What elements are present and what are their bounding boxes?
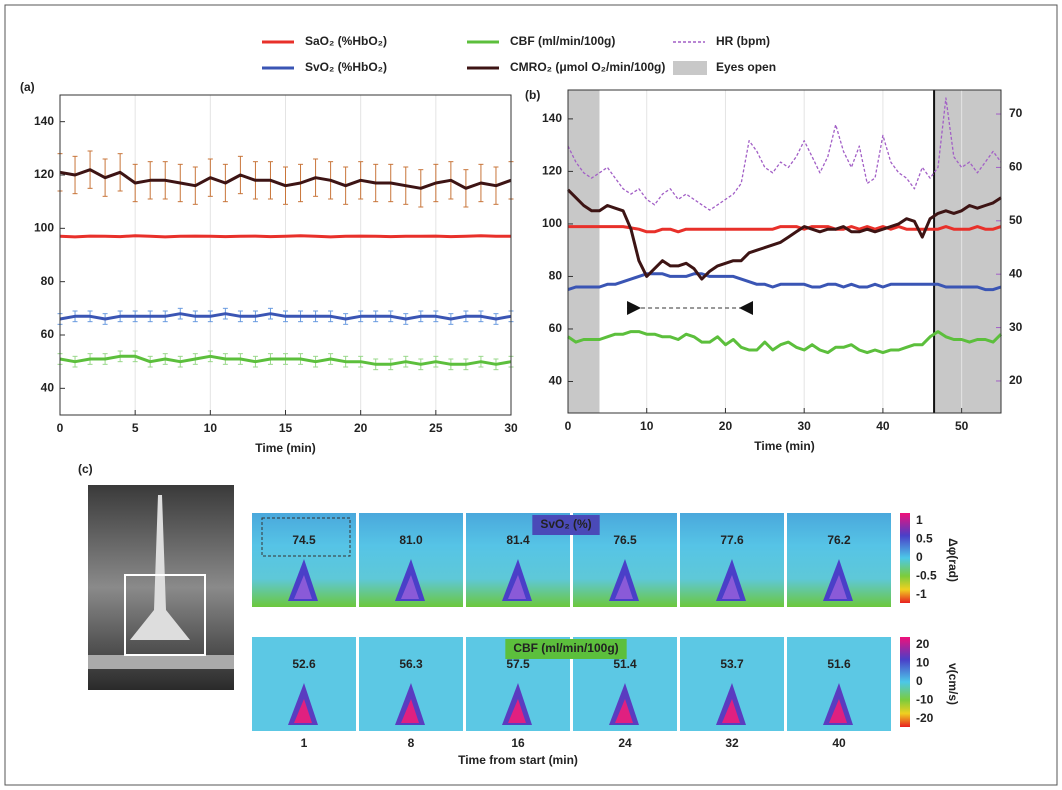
x-axis-label: Time from start (min) — [458, 753, 578, 767]
x-tick-label: 20 — [719, 419, 733, 433]
y-tick-label: 140 — [34, 114, 54, 128]
map-value: 81.0 — [399, 533, 423, 547]
y-tick-label: 140 — [542, 111, 562, 125]
y2-tick-label: 30 — [1009, 320, 1023, 334]
time-label: 1 — [301, 736, 308, 750]
x-tick-label: 10 — [204, 421, 218, 435]
legend-label: SaO₂ (%HbO₂) — [305, 34, 387, 48]
colorbar-tick-label: 20 — [916, 637, 930, 651]
map-value: 52.6 — [292, 657, 316, 671]
row-title: CBF (ml/min/100g) — [513, 641, 618, 655]
colorbar-label: Δφ(rad) — [946, 538, 960, 582]
panel-label: (a) — [20, 80, 35, 94]
legend-swatch — [673, 61, 707, 75]
x-tick-label: 10 — [640, 419, 654, 433]
colorbar-tick-label: 10 — [916, 656, 930, 670]
x-tick-label: 0 — [565, 419, 572, 433]
legend-label: SvO₂ (%HbO₂) — [305, 60, 387, 74]
time-label: 24 — [618, 736, 632, 750]
y2-tick-label: 60 — [1009, 160, 1023, 174]
colorbar-tick-label: 0 — [916, 550, 923, 564]
data-line — [60, 236, 511, 237]
x-tick-label: 30 — [798, 419, 812, 433]
x-tick-label: 50 — [955, 419, 969, 433]
y2-tick-label: 20 — [1009, 373, 1023, 387]
x-tick-label: 5 — [132, 421, 139, 435]
legend-label: CMRO₂ (μmol O₂/min/100g) — [510, 60, 665, 74]
map-value: 77.6 — [720, 533, 744, 547]
colorbar-label: v(cm/s) — [946, 663, 960, 705]
y-tick-label: 60 — [549, 321, 563, 335]
y2-tick-label: 40 — [1009, 266, 1023, 280]
y-tick-label: 40 — [549, 374, 563, 388]
y-tick-label: 80 — [41, 274, 55, 288]
colorbar-tick-label: 0 — [916, 674, 923, 688]
map-value: 56.3 — [399, 657, 423, 671]
map-value: 76.5 — [613, 533, 637, 547]
shaded-region — [934, 90, 1001, 413]
map-value: 57.5 — [506, 657, 530, 671]
map-value: 81.4 — [506, 533, 530, 547]
x-tick-label: 40 — [876, 419, 890, 433]
time-label: 40 — [832, 736, 846, 750]
y2-tick-label: 50 — [1009, 213, 1023, 227]
x-axis-label: Time (min) — [255, 441, 315, 455]
colorbar-tick-label: -1 — [916, 587, 927, 601]
figure: SaO₂ (%HbO₂) CBF (ml/min/100g) HR (bpm) SvO… — [0, 0, 1062, 790]
time-label: 16 — [511, 736, 525, 750]
colorbar-tick-label: -20 — [916, 711, 934, 725]
x-axis-label: Time (min) — [754, 439, 814, 453]
map-value: 74.5 — [292, 533, 316, 547]
colorbar-tick-label: -10 — [916, 693, 934, 707]
panel-label: (c) — [78, 462, 93, 476]
x-tick-label: 25 — [429, 421, 443, 435]
y-tick-label: 120 — [34, 167, 54, 181]
colorbar — [900, 637, 910, 727]
time-label: 32 — [725, 736, 739, 750]
legend-label: HR (bpm) — [716, 34, 770, 48]
colorbar-tick-label: 0.5 — [916, 532, 933, 546]
legend-label: Eyes open — [716, 60, 776, 74]
x-tick-label: 20 — [354, 421, 368, 435]
y-tick-label: 120 — [542, 164, 562, 178]
shaded-region — [568, 90, 599, 413]
y-tick-label: 100 — [542, 216, 562, 230]
panel-label: (b) — [525, 88, 540, 102]
y-tick-label: 100 — [34, 221, 54, 235]
mri-band — [88, 655, 234, 669]
colorbar-tick-label: 1 — [916, 513, 923, 527]
colorbar-tick-label: -0.5 — [916, 569, 937, 583]
y-tick-label: 60 — [41, 327, 55, 341]
y-tick-label: 40 — [41, 381, 55, 395]
colorbar — [900, 513, 910, 603]
y2-tick-label: 70 — [1009, 106, 1023, 120]
map-value: 76.2 — [827, 533, 851, 547]
x-tick-label: 0 — [57, 421, 64, 435]
x-tick-label: 15 — [279, 421, 293, 435]
map-value: 51.4 — [613, 657, 637, 671]
x-tick-label: 30 — [504, 421, 518, 435]
map-value: 51.6 — [827, 657, 851, 671]
row-title: SvO₂ (%) — [540, 517, 591, 531]
y-tick-label: 80 — [549, 269, 563, 283]
legend-label: CBF (ml/min/100g) — [510, 34, 615, 48]
time-label: 8 — [408, 736, 415, 750]
map-value: 53.7 — [720, 657, 744, 671]
